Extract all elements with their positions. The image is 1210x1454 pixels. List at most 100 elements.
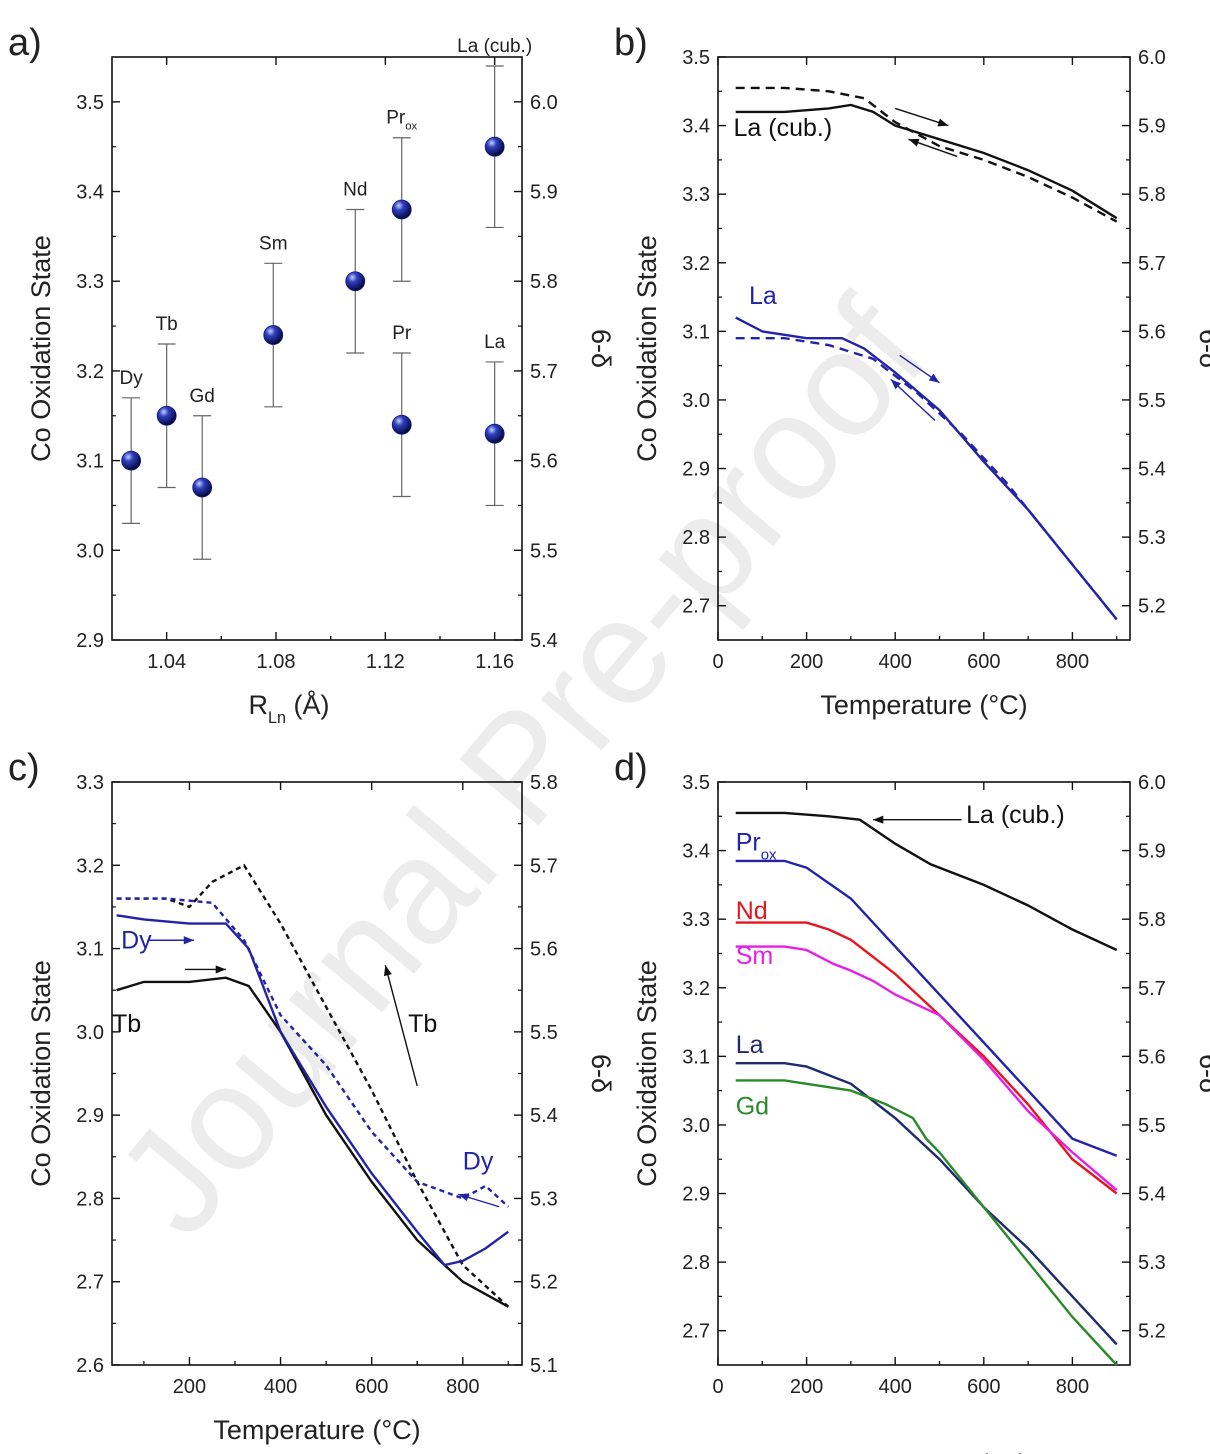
data-point xyxy=(345,271,366,292)
x-axis-unit: (Å) xyxy=(286,689,330,720)
y-tick-label: 3.4 xyxy=(76,182,104,204)
x-tick-label: 1.16 xyxy=(475,651,514,673)
x-axis-label: Temperature (°C) xyxy=(820,1449,1027,1454)
series-label: Tb xyxy=(112,1010,141,1038)
y2-tick-label: 5.6 xyxy=(530,451,558,473)
arrow-head xyxy=(928,373,940,383)
y2-axis-label: 6-δ xyxy=(1194,329,1210,368)
subscript: Ln xyxy=(268,709,286,727)
y-tick-label: 2.9 xyxy=(76,1105,104,1127)
data-point xyxy=(263,325,284,345)
y-axis-label: Co Oxidation State xyxy=(26,960,56,1187)
y2-tick-label: 5.9 xyxy=(530,182,558,204)
y-tick-label: 3.1 xyxy=(682,1046,710,1068)
y2-tick-label: 5.4 xyxy=(530,1105,558,1127)
series-line xyxy=(735,921,1118,1195)
data-point xyxy=(484,136,505,157)
panel-label: d) xyxy=(614,747,648,789)
y2-tick-label: 5.9 xyxy=(1138,116,1166,138)
y-tick-label: 3.1 xyxy=(682,321,710,343)
x-axis-label: RLn (Å) xyxy=(248,689,329,727)
series-label: Prox xyxy=(736,829,777,864)
panel-d: 2.7 2.8 2.9 3.0 3.1 3.2 3.3 3.4 3.5 5.2 5.3 5.4 5.5 5… xyxy=(614,747,1210,1454)
y-tick-label: 3.5 xyxy=(682,47,710,69)
series-line-heating xyxy=(116,914,510,1267)
point-label: Tb xyxy=(156,314,178,335)
y2-axis-label: 6-δ xyxy=(586,329,616,368)
y2-tick-label: 5.8 xyxy=(1138,909,1166,931)
y-tick-label: 3.0 xyxy=(682,1115,710,1137)
series-line xyxy=(735,811,1118,952)
y2-tick-label: 5.2 xyxy=(530,1272,558,1294)
x-tick-label: 400 xyxy=(879,1376,912,1398)
x-tick-label: 200 xyxy=(173,1376,206,1398)
y-axis-label: Co Oxidation State xyxy=(632,960,662,1187)
y2-tick-label: 6.0 xyxy=(530,92,558,114)
series-line-heating xyxy=(735,103,1118,220)
series-line-cooling xyxy=(735,86,1118,223)
y-tick-label: 2.8 xyxy=(682,1252,710,1274)
y-tick-label: 2.6 xyxy=(76,1355,104,1377)
y2-tick-label: 5.3 xyxy=(1138,1252,1166,1274)
series-line xyxy=(735,1062,1118,1346)
series-label: La (cub.) xyxy=(734,114,833,142)
subscript: ox xyxy=(405,121,417,133)
y-tick-label: 3.0 xyxy=(76,540,104,562)
y-tick-label: 3.5 xyxy=(76,92,104,114)
data-point xyxy=(391,414,412,435)
x-tick-label: 200 xyxy=(790,651,823,673)
arrow-head xyxy=(215,965,226,974)
y-tick-label: 3.4 xyxy=(682,841,710,863)
x-tick-label: 400 xyxy=(879,651,912,673)
arrow-head xyxy=(383,965,392,977)
series-line xyxy=(735,1079,1118,1366)
y2-tick-label: 5.8 xyxy=(530,772,558,794)
panel-label: c) xyxy=(8,747,40,789)
y-tick-label: 3.1 xyxy=(76,939,104,961)
y-tick-label: 2.9 xyxy=(682,459,710,481)
data-point xyxy=(121,450,142,471)
y-axis-label: Co Oxidation State xyxy=(26,235,56,462)
y2-tick-label: 5.7 xyxy=(1138,253,1166,275)
y2-tick-label: 5.2 xyxy=(1138,596,1166,618)
x-tick-label: 1.12 xyxy=(366,651,405,673)
data-point xyxy=(156,405,177,426)
plot-frame xyxy=(111,56,523,641)
x-tick-label: 0 xyxy=(712,651,723,673)
y2-tick-label: 5.3 xyxy=(1138,527,1166,549)
y2-tick-label: 5.7 xyxy=(530,361,558,383)
y-tick-label: 2.8 xyxy=(76,1188,104,1210)
y2-tick-label: 5.7 xyxy=(1138,978,1166,1000)
x-tick-label: 1.08 xyxy=(257,651,296,673)
series-label: Gd xyxy=(736,1093,769,1121)
series-line xyxy=(735,945,1118,1192)
y-tick-label: 3.3 xyxy=(76,772,104,794)
y2-tick-label: 5.9 xyxy=(1138,841,1166,863)
point-label: Nd xyxy=(343,179,367,200)
y2-axis-label: 6-δ xyxy=(1194,1054,1210,1093)
y-tick-label: 3.3 xyxy=(682,909,710,931)
y2-tick-label: 5.5 xyxy=(1138,390,1166,412)
x-tick-label: 600 xyxy=(967,1376,1000,1398)
point-label: La (cub.) xyxy=(457,36,532,57)
data-point xyxy=(391,199,412,220)
y2-tick-label: 5.4 xyxy=(1138,459,1166,481)
y-tick-label: 3.5 xyxy=(682,772,710,794)
y2-tick-label: 5.6 xyxy=(530,939,558,961)
y-tick-label: 3.4 xyxy=(682,116,710,138)
point-label: La xyxy=(484,332,506,353)
x-tick-label: 1.04 xyxy=(147,651,186,673)
series-label: Tb xyxy=(408,1010,437,1038)
y-tick-label: 3.3 xyxy=(76,271,104,293)
arrow-head xyxy=(908,138,920,147)
series-label: Sm xyxy=(736,942,774,970)
y-tick-label: 2.7 xyxy=(76,1272,104,1294)
x-tick-label: 0 xyxy=(712,1376,723,1398)
y2-tick-label: 5.6 xyxy=(1138,1046,1166,1068)
series-label: La (cub.) xyxy=(966,801,1065,829)
y2-tick-label: 6.0 xyxy=(1138,47,1166,69)
y-tick-label: 3.1 xyxy=(76,451,104,473)
arrow-head xyxy=(873,815,884,824)
panel-b: 2.7 2.8 2.9 3.0 3.1 3.2 3.3 3.4 3.5 5.2 5.3 5.4 5.5 5… xyxy=(614,22,1210,720)
